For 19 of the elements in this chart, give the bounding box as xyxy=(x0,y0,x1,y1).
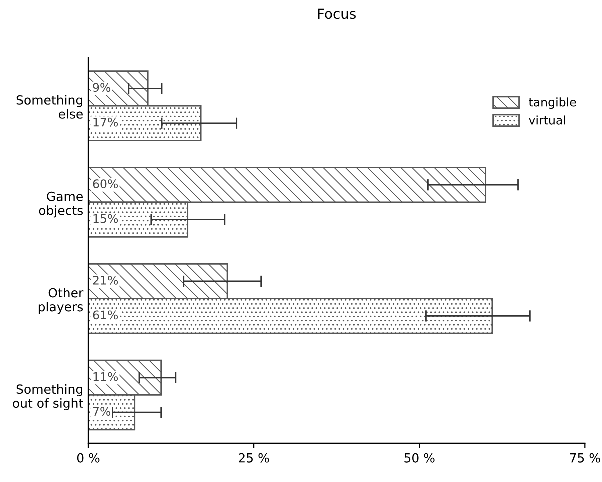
chart-title: Focus xyxy=(318,8,356,20)
y-tick-label: Something else xyxy=(16,95,83,119)
data-label: 9% xyxy=(93,83,111,92)
legend-label: virtual xyxy=(529,116,566,125)
data-label: 21% xyxy=(93,276,118,285)
data-label: 60% xyxy=(93,180,118,189)
y-tick-label: Something out of sight xyxy=(13,384,84,411)
y-tick-label: Other players xyxy=(38,288,84,314)
x-tick-label: 0 % xyxy=(77,453,100,463)
x-tick-label: 25 % xyxy=(239,453,270,463)
x-tick-label: 50 % xyxy=(404,453,435,463)
x-tick-label: 75 % xyxy=(570,453,600,463)
data-label: 15% xyxy=(94,214,118,224)
data-label: 61% xyxy=(93,310,118,320)
data-label: 17% xyxy=(94,118,118,127)
data-label: 7% xyxy=(93,407,111,416)
data-label: 11% xyxy=(94,372,118,382)
y-tick-label: Game objects xyxy=(39,192,84,218)
legend-label: tangible xyxy=(529,98,576,110)
